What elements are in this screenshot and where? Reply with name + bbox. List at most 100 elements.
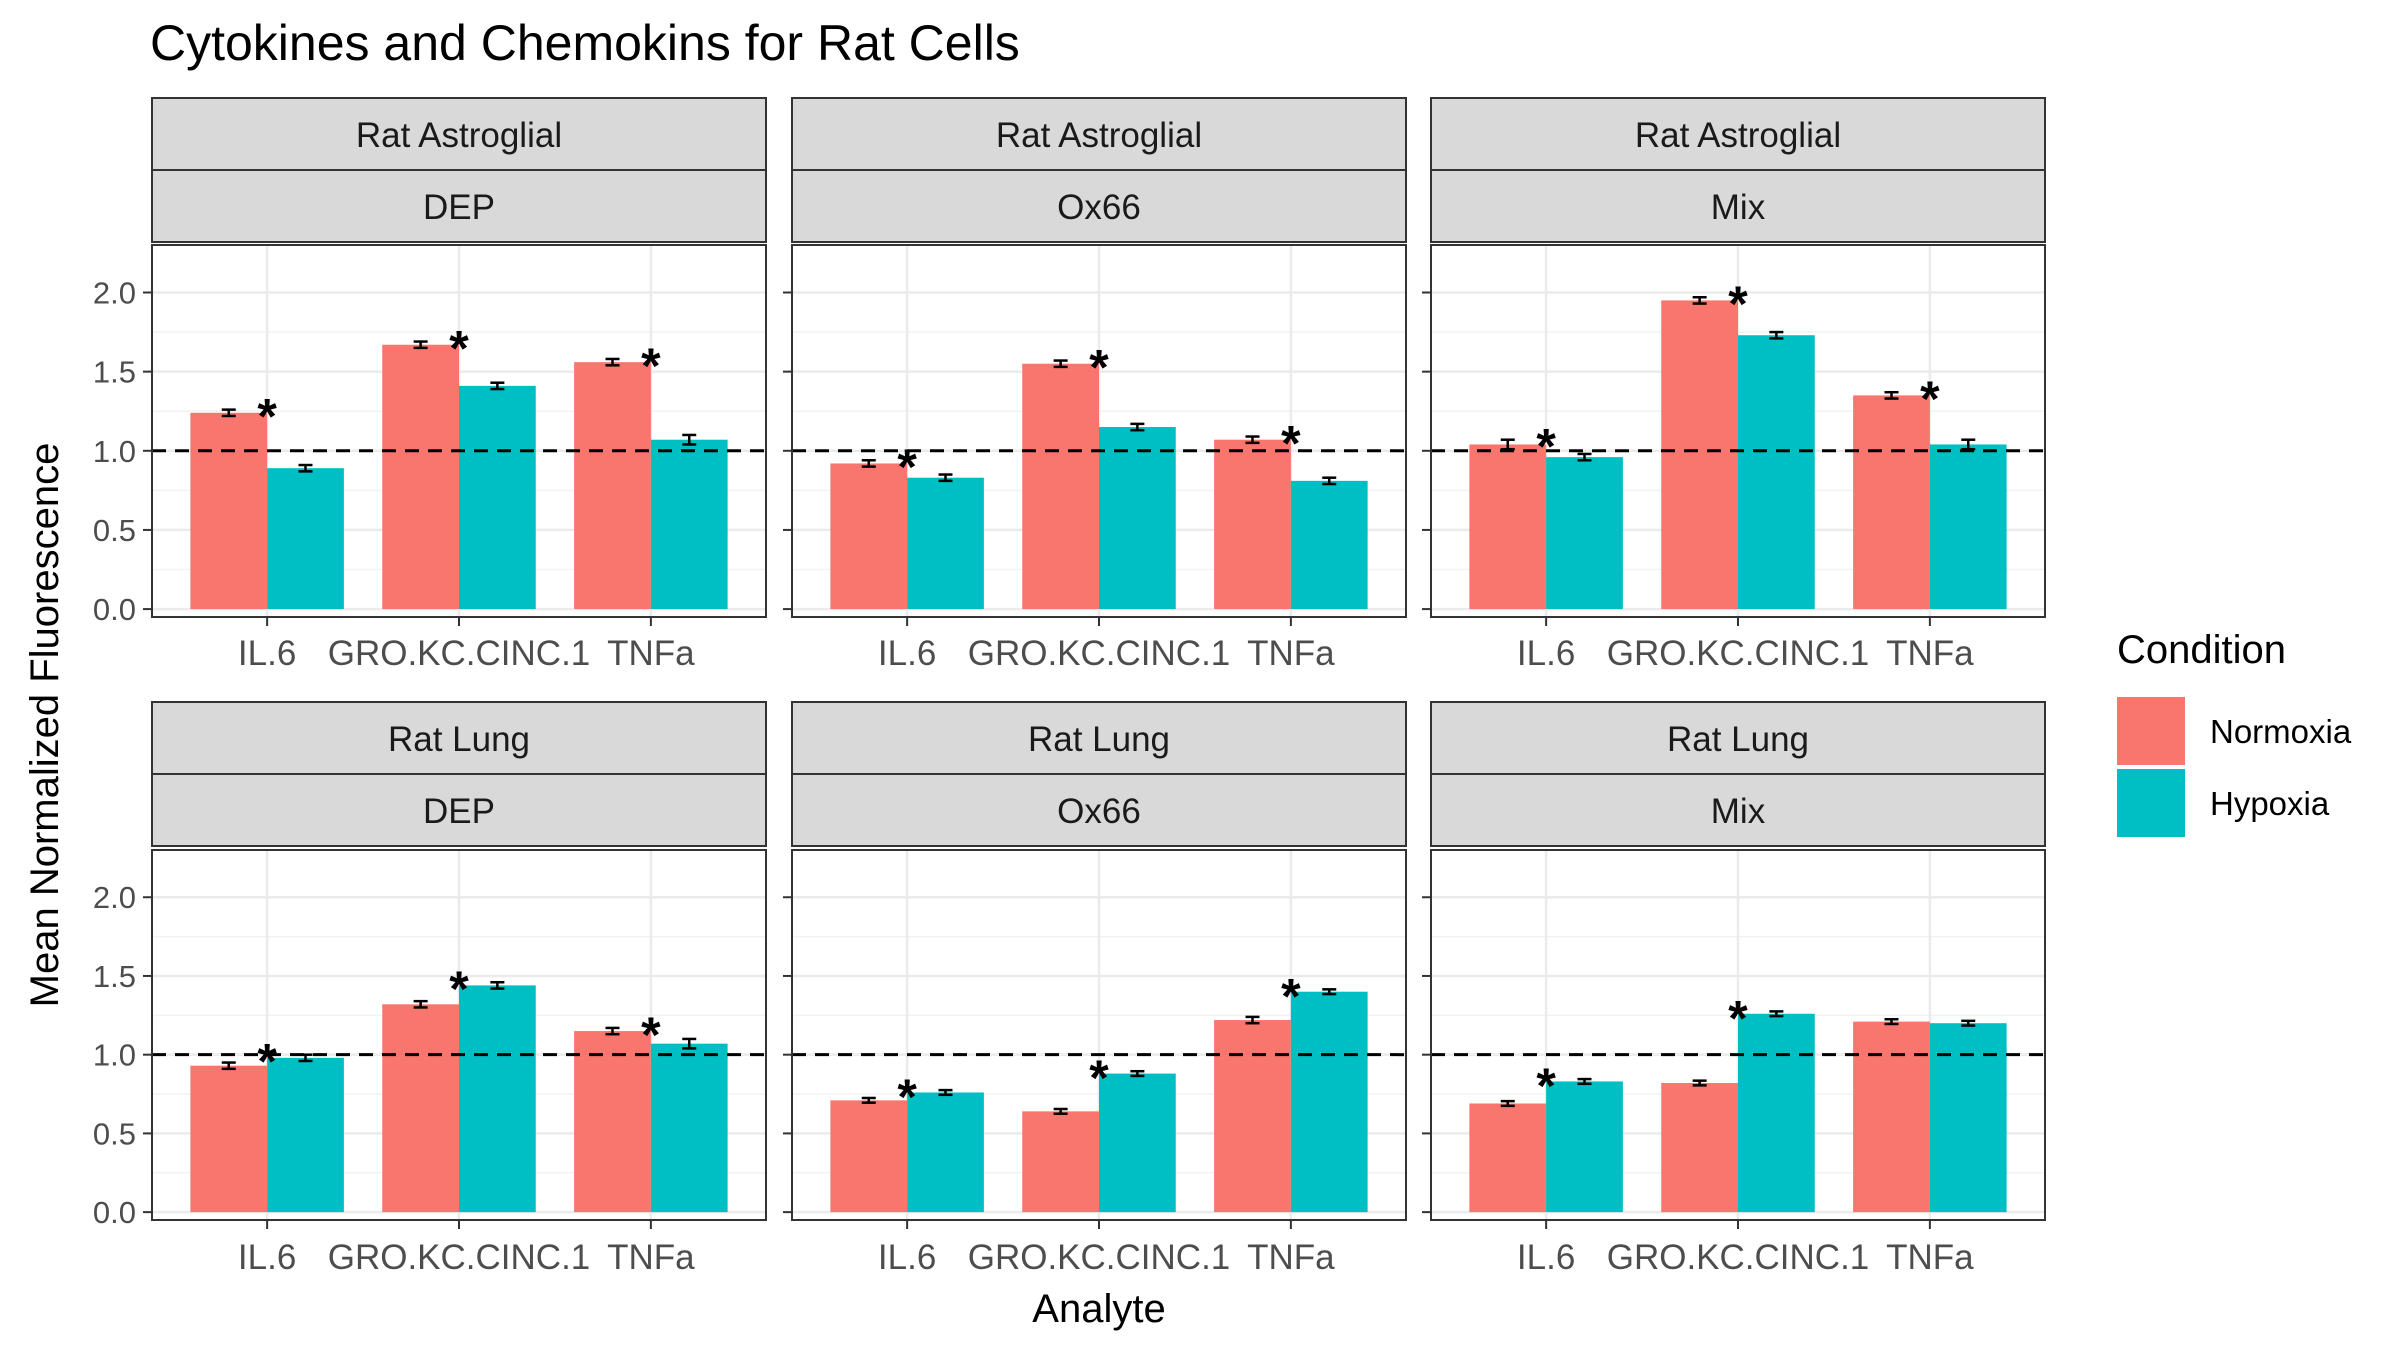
strip-bottom — [151, 773, 767, 847]
x-tick-label: GRO.KC.CINC.1 — [328, 634, 591, 673]
significance-asterisk: * — [1536, 419, 1556, 475]
bar-normoxia — [1022, 363, 1099, 610]
strip-label-col: DEP — [423, 188, 495, 227]
bar-normoxia — [382, 344, 459, 610]
bar-hypoxia — [459, 985, 536, 1213]
x-tick-label: TNFa — [607, 1238, 695, 1277]
strip-bottom — [151, 169, 767, 243]
significance-asterisk: * — [1281, 968, 1301, 1024]
bar-hypoxia — [907, 477, 984, 610]
strip-bottom — [791, 773, 1407, 847]
bar-hypoxia — [1099, 427, 1176, 610]
y-tick-label: 0.0 — [93, 1195, 136, 1230]
significance-asterisk: * — [1089, 1050, 1109, 1106]
strip-label-row: Rat Astroglial — [996, 116, 1202, 155]
x-tick-label: TNFa — [1247, 634, 1335, 673]
bar-normoxia — [830, 463, 908, 610]
significance-asterisk: * — [1536, 1058, 1556, 1114]
legend-title: Condition — [2117, 628, 2286, 672]
strip-label-row: Rat Astroglial — [356, 116, 562, 155]
x-tick-label: GRO.KC.CINC.1 — [968, 1238, 1231, 1277]
strip-label-row: Rat Lung — [1028, 720, 1170, 759]
y-tick-label: 2.0 — [93, 275, 136, 310]
significance-markers: * * * — [1536, 276, 1940, 474]
significance-asterisk: * — [449, 320, 469, 376]
bar-hypoxia — [1929, 1023, 2007, 1213]
bar-hypoxia — [459, 385, 536, 610]
strip-bottom — [791, 169, 1407, 243]
strip-top — [1430, 701, 2046, 775]
bar-hypoxia — [1929, 444, 2007, 610]
y-tick-label: 2.0 — [93, 880, 136, 915]
bar-hypoxia — [1099, 1073, 1176, 1213]
y-tick-label: 1.5 — [93, 959, 136, 994]
facet-panel-4: Rat Lung Ox66 * * * IL.6 GRO.KC.CINC.1 TNFa — [783, 701, 1407, 1277]
x-tick-label: TNFa — [1886, 634, 1974, 673]
x-tick-label: IL.6 — [238, 634, 296, 673]
significance-asterisk: * — [641, 1007, 661, 1063]
bar-normoxia — [1214, 1020, 1291, 1213]
significance-markers: * * * — [897, 339, 1301, 495]
strip-label-row: Rat Astroglial — [1635, 116, 1841, 155]
y-axis-title: Mean Normalized Fluorescence — [23, 443, 67, 1008]
significance-asterisk: * — [1089, 339, 1109, 395]
x-tick-label: GRO.KC.CINC.1 — [968, 634, 1231, 673]
significance-markers: ** — [1536, 990, 1748, 1114]
strip-top — [1430, 97, 2046, 171]
bar-normoxia — [382, 1004, 459, 1213]
significance-asterisk: * — [897, 439, 917, 495]
x-tick-label: IL.6 — [878, 1238, 936, 1277]
significance-markers: * * * — [897, 968, 1301, 1125]
bar-normoxia — [1853, 395, 1930, 610]
significance-asterisk: * — [1728, 276, 1748, 332]
y-tick-label: 0.5 — [93, 513, 136, 548]
bar-hypoxia — [907, 1092, 984, 1213]
strip-bottom — [1430, 169, 2046, 243]
strip-label-col: Mix — [1711, 792, 1766, 831]
bar-normoxia — [1661, 300, 1738, 610]
bar-hypoxia — [267, 1057, 344, 1213]
x-tick-label: TNFa — [607, 634, 695, 673]
facet-panel-1: Rat Astroglial Ox66 * * * IL.6 GRO.KC.CINC.1 TN… — [783, 97, 1407, 673]
strip-bottom — [1430, 773, 2046, 847]
legend: Condition Normoxia Hypoxia — [2117, 628, 2352, 837]
bar-normoxia — [190, 1065, 268, 1213]
significance-asterisk: * — [257, 1034, 277, 1090]
bar-hypoxia — [1738, 1013, 1815, 1213]
y-tick-label: 0.5 — [93, 1116, 136, 1151]
bar-hypoxia — [1738, 335, 1815, 610]
facet-panel-0: Rat Astroglial DEP * * * 0.0 0.5 1.0 1.5 2.0 IL.6 G… — [93, 97, 767, 673]
legend-label-normoxia: Normoxia — [2210, 713, 2352, 750]
y-tick-label: 0.0 — [93, 592, 136, 627]
bar-normoxia — [1853, 1021, 1930, 1213]
x-tick-label: IL.6 — [878, 634, 936, 673]
chart-title: Cytokines and Chemokins for Rat Cells — [150, 15, 1020, 71]
significance-asterisk: * — [449, 961, 469, 1017]
y-tick-label: 1.5 — [93, 355, 136, 390]
significance-asterisk: * — [257, 389, 277, 445]
facet-panel-3: Rat Lung DEP * * * 0.0 0.5 1.0 1.5 2.0 IL.6 GRO.KC.… — [93, 701, 767, 1277]
bar-normoxia — [1469, 444, 1547, 610]
bar-hypoxia — [650, 1043, 728, 1213]
y-tick-label: 1.0 — [93, 434, 136, 469]
x-tick-label: IL.6 — [1517, 634, 1575, 673]
significance-asterisk: * — [1920, 371, 1940, 427]
bar-normoxia — [1469, 1103, 1547, 1213]
bar-hypoxia — [1546, 457, 1623, 610]
significance-asterisk: * — [1281, 415, 1301, 471]
strip-label-col: Ox66 — [1057, 792, 1141, 831]
x-axis-title: Analyte — [1032, 1287, 1165, 1331]
strip-label-col: Ox66 — [1057, 188, 1141, 227]
x-tick-label: IL.6 — [1517, 1238, 1575, 1277]
bar-normoxia — [190, 412, 268, 610]
strip-top — [151, 701, 767, 775]
bar-normoxia — [830, 1100, 908, 1213]
significance-asterisk: * — [641, 338, 661, 394]
significance-markers: * * * — [257, 320, 661, 444]
strip-label-col: Mix — [1711, 188, 1766, 227]
strip-label-col: DEP — [423, 792, 495, 831]
